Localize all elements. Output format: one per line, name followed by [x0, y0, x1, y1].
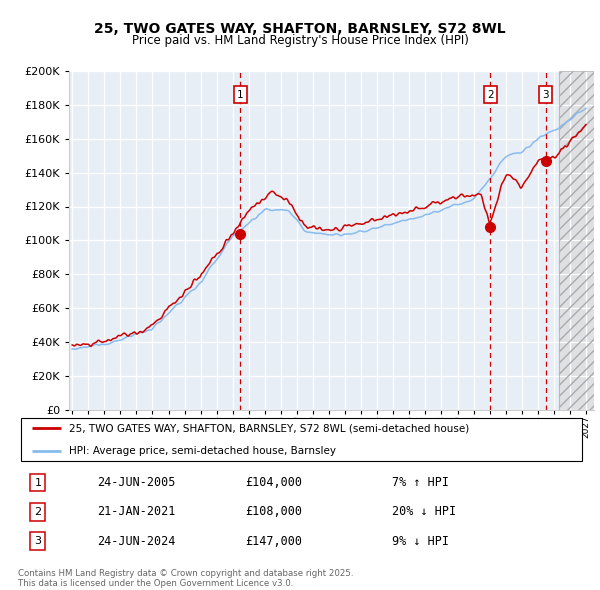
Text: 20% ↓ HPI: 20% ↓ HPI: [392, 505, 457, 519]
Text: 3: 3: [34, 536, 41, 546]
Text: Price paid vs. HM Land Registry's House Price Index (HPI): Price paid vs. HM Land Registry's House …: [131, 34, 469, 47]
Text: 7% ↑ HPI: 7% ↑ HPI: [392, 476, 449, 489]
Text: 2: 2: [34, 507, 41, 517]
Text: 24-JUN-2024: 24-JUN-2024: [97, 535, 176, 548]
Text: 1: 1: [237, 90, 244, 100]
Bar: [559, 71, 594, 410]
Text: 9% ↓ HPI: 9% ↓ HPI: [392, 535, 449, 548]
Text: Contains HM Land Registry data © Crown copyright and database right 2025.
This d: Contains HM Land Registry data © Crown c…: [18, 569, 353, 588]
FancyBboxPatch shape: [21, 418, 582, 461]
Text: 24-JUN-2005: 24-JUN-2005: [97, 476, 176, 489]
Text: 25, TWO GATES WAY, SHAFTON, BARNSLEY, S72 8WL: 25, TWO GATES WAY, SHAFTON, BARNSLEY, S7…: [94, 22, 506, 37]
Text: £147,000: £147,000: [245, 535, 302, 548]
Text: 21-JAN-2021: 21-JAN-2021: [97, 505, 176, 519]
Text: £108,000: £108,000: [245, 505, 302, 519]
Text: 25, TWO GATES WAY, SHAFTON, BARNSLEY, S72 8WL (semi-detached house): 25, TWO GATES WAY, SHAFTON, BARNSLEY, S7…: [69, 423, 469, 433]
Text: HPI: Average price, semi-detached house, Barnsley: HPI: Average price, semi-detached house,…: [69, 446, 336, 456]
Text: £104,000: £104,000: [245, 476, 302, 489]
Text: 3: 3: [542, 90, 549, 100]
Text: 1: 1: [34, 477, 41, 487]
Text: 2: 2: [487, 90, 494, 100]
Bar: [559, 71, 594, 410]
